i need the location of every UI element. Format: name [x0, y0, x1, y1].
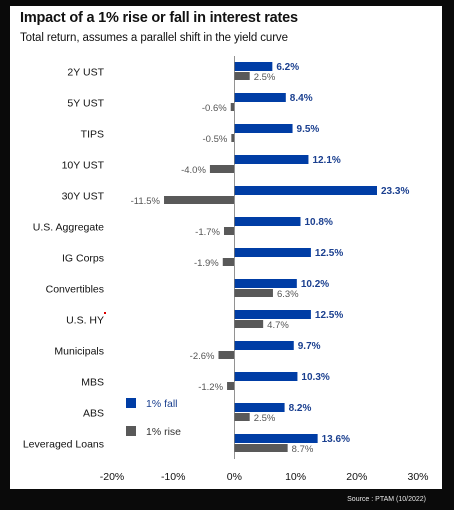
- bar-1pct-fall: [234, 62, 273, 71]
- category-label: U.S. Aggregate: [33, 222, 104, 234]
- category-label: IG Corps: [62, 253, 104, 265]
- bar-1pct-rise: [209, 165, 235, 173]
- data-label-1pct-fall: 9.7%: [298, 341, 321, 352]
- category-label: 5Y UST: [67, 98, 104, 110]
- data-label-1pct-rise: 2.5%: [254, 413, 276, 424]
- legend-label: 1% rise: [146, 426, 181, 438]
- data-label-1pct-fall: 12.5%: [315, 310, 343, 321]
- data-label-1pct-fall: 8.4%: [290, 93, 313, 104]
- chart-subtitle: Total return, assumes a parallel shift i…: [20, 32, 288, 44]
- bar-1pct-rise: [234, 289, 273, 297]
- data-label-1pct-fall: 23.3%: [381, 186, 409, 197]
- x-tick-label: -20%: [100, 471, 125, 483]
- category-label: U.S. HY: [66, 315, 104, 327]
- bar-1pct-rise: [222, 258, 235, 266]
- bar-1pct-fall: [234, 403, 285, 412]
- data-label-1pct-fall: 9.5%: [297, 124, 320, 135]
- data-label-1pct-rise: -1.9%: [194, 258, 219, 269]
- data-label-1pct-fall: 8.2%: [289, 403, 312, 414]
- legend-label: 1% fall: [146, 398, 178, 410]
- category-label: Municipals: [54, 346, 104, 358]
- source-note: Source : PTAM (10/2022): [347, 496, 426, 503]
- data-label-1pct-rise: 4.7%: [267, 320, 289, 331]
- category-label: TIPS: [81, 129, 104, 141]
- bar-1pct-rise: [234, 444, 288, 452]
- bar-1pct-rise: [234, 320, 264, 328]
- category-label: 2Y UST: [67, 67, 104, 79]
- bar-1pct-fall: [234, 341, 294, 350]
- data-label-1pct-fall: 10.2%: [301, 279, 329, 290]
- chart-panel: Impact of a 1% rise or fall in interest …: [10, 6, 442, 489]
- data-label-1pct-fall: 13.6%: [322, 434, 350, 445]
- x-tick-label: 0%: [227, 471, 242, 483]
- data-label-1pct-rise: -1.2%: [198, 382, 223, 393]
- bar-1pct-rise: [231, 134, 235, 142]
- legend-swatch: [126, 398, 136, 408]
- bar-1pct-fall: [234, 155, 309, 164]
- data-label-1pct-rise: -1.7%: [195, 227, 220, 238]
- legend-swatch: [126, 426, 136, 436]
- category-label: 10Y UST: [62, 160, 105, 172]
- x-tick-label: 20%: [346, 471, 367, 483]
- category-label: MBS: [81, 377, 104, 389]
- bar-1pct-rise: [223, 227, 235, 235]
- data-label-1pct-rise: 8.7%: [292, 444, 314, 455]
- x-tick-label: 10%: [285, 471, 306, 483]
- bar-1pct-fall: [234, 434, 318, 443]
- data-label-1pct-fall: 10.8%: [304, 217, 332, 228]
- data-label-1pct-rise: 6.3%: [277, 289, 299, 300]
- data-label-1pct-fall: 12.1%: [312, 155, 340, 166]
- data-label-1pct-fall: 12.5%: [315, 248, 343, 259]
- x-tick-label: 30%: [407, 471, 428, 483]
- category-label: Convertibles: [46, 284, 104, 296]
- data-label-1pct-rise: -2.6%: [190, 351, 215, 362]
- bar-1pct-fall: [234, 248, 311, 257]
- bar-1pct-rise: [227, 382, 235, 390]
- stray-dot: [104, 312, 106, 314]
- bar-1pct-fall: [234, 124, 293, 133]
- bar-1pct-rise: [230, 103, 235, 111]
- bar-1pct-rise: [234, 72, 250, 80]
- bar-1pct-fall: [234, 186, 377, 195]
- chart-title: Impact of a 1% rise or fall in interest …: [20, 10, 298, 26]
- bar-1pct-rise: [164, 196, 235, 204]
- data-label-1pct-rise: -4.0%: [181, 165, 206, 176]
- bar-1pct-fall: [234, 93, 286, 102]
- data-label-1pct-rise: -11.5%: [131, 196, 161, 207]
- data-label-1pct-fall: 6.2%: [276, 62, 299, 73]
- x-tick-label: -10%: [161, 471, 186, 483]
- data-label-1pct-rise: -0.5%: [203, 134, 228, 145]
- bar-1pct-fall: [234, 372, 298, 381]
- category-label: 30Y UST: [62, 191, 105, 203]
- category-label: Leveraged Loans: [23, 439, 104, 451]
- bar-1pct-fall: [234, 217, 301, 226]
- data-label-1pct-rise: -0.6%: [202, 103, 227, 114]
- bar-1pct-fall: [234, 310, 311, 319]
- category-label: ABS: [83, 408, 104, 420]
- data-label-1pct-fall: 10.3%: [301, 372, 329, 383]
- data-label-1pct-rise: 2.5%: [254, 72, 276, 83]
- bar-1pct-rise: [218, 351, 235, 359]
- bar-1pct-fall: [234, 279, 297, 288]
- bar-1pct-rise: [234, 413, 250, 421]
